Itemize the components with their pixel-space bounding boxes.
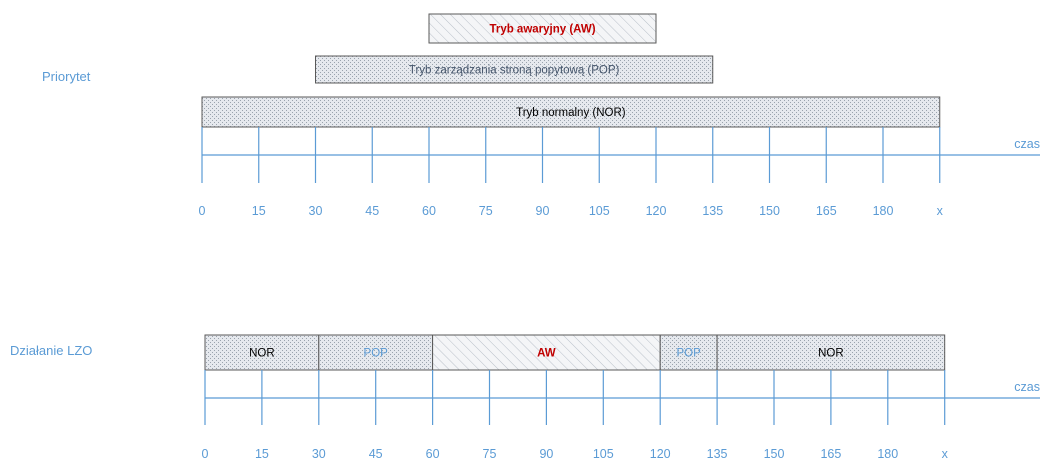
axis-label-czas: czas (1014, 380, 1040, 394)
tick-label: 0 (202, 447, 209, 461)
tick-label: x (942, 447, 949, 461)
tick-label: 45 (365, 204, 379, 218)
operation-segment-pop2: POP (659, 334, 718, 371)
operation-segment-nor1: NOR (204, 334, 320, 371)
tick-label: 135 (707, 447, 728, 461)
priority-label: Priorytet (42, 69, 91, 84)
tick-label: 30 (309, 204, 323, 218)
tick-label: 180 (873, 204, 894, 218)
tick-label: 90 (539, 447, 553, 461)
tick-label: 180 (877, 447, 898, 461)
operation-segment-aw-label: AW (537, 348, 556, 360)
tick-label: 150 (764, 447, 785, 461)
time-axis-bottom: 0 15 30 45 60 75 90 105 120 135 150 165 180 x czas (202, 370, 1040, 461)
tick-label: x (937, 204, 944, 218)
tick-label: 150 (759, 204, 780, 218)
priority-bar-aw: Tryb awaryjny (AW) (428, 13, 657, 44)
tick-label: 0 (199, 204, 206, 218)
priority-bar-nor: Tryb normalny (NOR) (201, 96, 941, 128)
operation-segment-nor2-box (716, 334, 946, 371)
priority-bars: Tryb awaryjny (AW) Tryb zarządzania stron… (201, 13, 941, 128)
tick-label: 165 (820, 447, 841, 461)
tick-label: 45 (369, 447, 383, 461)
priority-bar-aw-box (428, 13, 657, 44)
operation-segments: NOR POP AW POP NOR (204, 334, 946, 371)
tick-label: 105 (589, 204, 610, 218)
operation-segment-pop1-label: POP (364, 348, 389, 360)
axis-label-czas: czas (1014, 137, 1040, 151)
tick-label: 90 (536, 204, 550, 218)
tick-label: 15 (255, 447, 269, 461)
tick-label: 60 (422, 204, 436, 218)
tick-label: 165 (816, 204, 837, 218)
operation-segment-nor2-label: NOR (818, 348, 844, 360)
tick-label: 30 (312, 447, 326, 461)
tick-label: 120 (646, 204, 667, 218)
operation-segment-nor2: NOR (716, 334, 946, 371)
tick-label: 120 (650, 447, 671, 461)
tick-label: 135 (702, 204, 723, 218)
operation-segment-aw: AW (432, 334, 661, 371)
priority-bar-pop-label: Tryb zarządzania stroną popytową (POP) (409, 65, 620, 77)
tick-label: 60 (426, 447, 440, 461)
operation-segment-nor1-label: NOR (249, 348, 275, 360)
operation-segment-pop1: POP (318, 334, 434, 371)
priority-bar-nor-box (201, 96, 941, 128)
tick-label: 15 (252, 204, 266, 218)
operation-segment-pop2-box (659, 334, 718, 371)
operation-label: Działanie LZO (10, 343, 92, 358)
operation-segment-nor1-box (204, 334, 320, 371)
tick-label: 75 (479, 204, 493, 218)
operation-segment-pop2-label: POP (677, 348, 702, 360)
time-axis-top: 0 15 30 45 60 75 90 105 120 135 150 165 180 x czas (199, 127, 1040, 218)
priority-bar-nor-label: Tryb normalny (NOR) (516, 107, 626, 119)
priority-bar-aw-label: Tryb awaryjny (AW) (489, 24, 595, 36)
priority-bar-pop-box (315, 55, 714, 84)
tick-label: 105 (593, 447, 614, 461)
priority-bar-pop: Tryb zarządzania stroną popytową (POP) (315, 55, 714, 84)
tick-label: 75 (483, 447, 497, 461)
